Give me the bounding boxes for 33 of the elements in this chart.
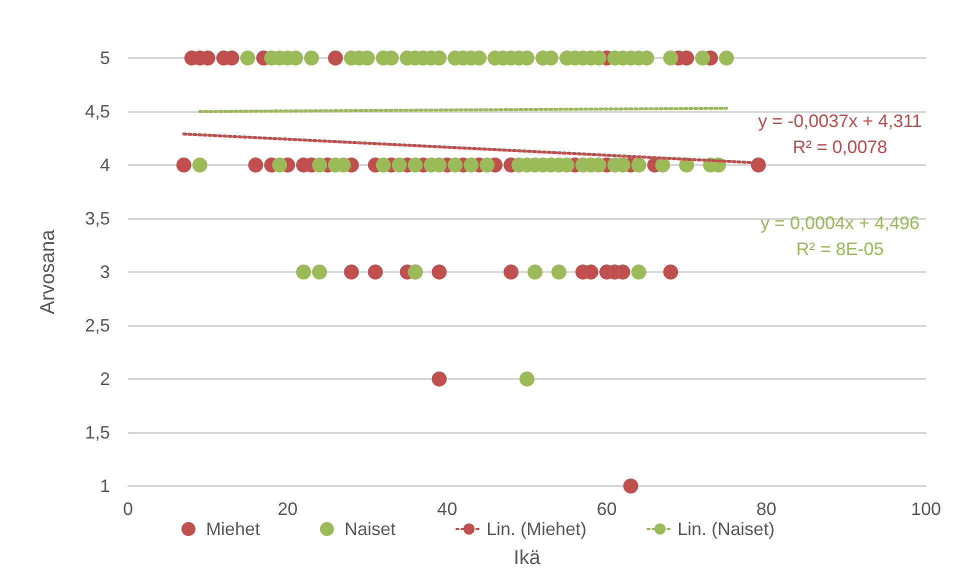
x-tick-label: 40: [437, 499, 458, 519]
x-tick-label: 60: [596, 499, 617, 519]
point: [504, 264, 519, 280]
x-tick-label: 80: [756, 499, 776, 519]
y-axis-title: Arvosana: [37, 228, 59, 314]
x-tick-label: 20: [278, 499, 298, 519]
x-tick-label: 0: [122, 499, 134, 519]
point: [248, 158, 264, 172]
point: [344, 264, 359, 280]
x-tick-label: 100: [910, 499, 942, 519]
y-tick-label: 4: [100, 155, 110, 175]
annotation: y = -0,0037x + 4,311 R² = 0,0078: [758, 111, 922, 157]
point: [663, 264, 678, 280]
y-tick-label: 5: [100, 48, 110, 68]
y-tick-label: 2: [100, 369, 110, 389]
y-tick-label: 4,5: [84, 102, 110, 122]
y-tick-label: 3: [100, 262, 110, 282]
point: [328, 50, 343, 66]
x-axis-title: Ikä: [514, 547, 542, 569]
annotation: y = 0,0004x + 4,496 R² = 8E-05: [760, 213, 920, 259]
y-tick-label: 1,5: [84, 422, 110, 442]
point: [432, 264, 447, 280]
point: [368, 264, 383, 280]
point: [623, 478, 638, 494]
legend-label: Lin. (Naiset): [678, 519, 775, 539]
y-tick-label: 1: [100, 476, 110, 496]
legend-label: Naiset: [344, 519, 396, 539]
y-tick-label: 2,5: [84, 316, 110, 336]
point: [432, 372, 447, 386]
point: [176, 158, 192, 172]
legend-label: Miehet: [206, 519, 260, 539]
y-tick-label: 3,5: [84, 208, 110, 228]
legend-label: Lin. (Miehet): [486, 519, 587, 539]
